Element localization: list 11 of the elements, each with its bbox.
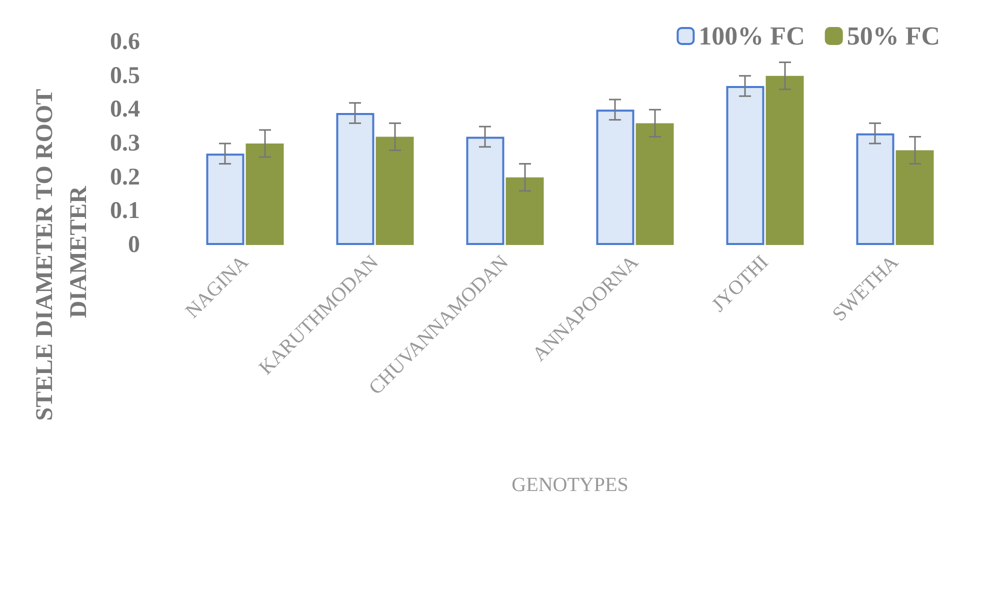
y-tick-label: 0.3 [110, 130, 140, 156]
legend-label: 50% FC [846, 22, 940, 50]
legend-label: 100% FC [698, 22, 805, 50]
y-tick-label: 0.5 [110, 62, 140, 89]
y-tick-label: 0.4 [110, 96, 140, 123]
y-tick-label: 0.2 [110, 164, 140, 190]
y-axis-title: STELE DIAMETER TO ROOT DIAMETER [32, 83, 92, 421]
y-tick-label: 0.6 [110, 29, 140, 55]
y-tick-label: 0 [128, 232, 140, 258]
x-axis-title: GENOTYPES [512, 474, 628, 496]
y-tick-label: 0.1 [110, 198, 140, 224]
